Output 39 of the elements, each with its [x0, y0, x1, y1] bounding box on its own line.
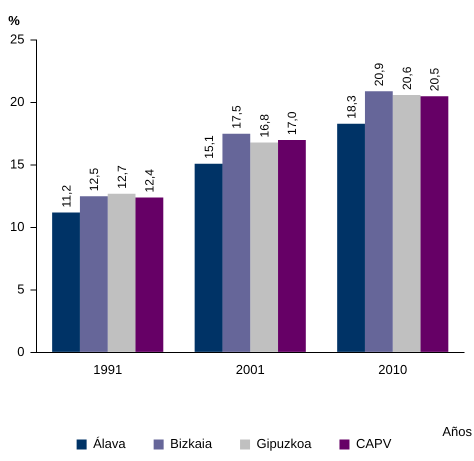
data-label: 20,9: [372, 62, 386, 86]
x-tick-label: 2001: [236, 362, 265, 377]
bar: [337, 124, 365, 352]
bar: [250, 142, 278, 352]
bar: [222, 134, 250, 352]
legend-label: Bizkaia: [170, 436, 213, 452]
data-label: 20,6: [400, 66, 414, 90]
y-tick-label: 25: [10, 32, 24, 47]
bar: [52, 212, 80, 352]
y-axis-title: %: [8, 13, 20, 28]
data-label: 12,7: [114, 165, 129, 189]
bar: [80, 196, 108, 352]
legend-label: CAPV: [356, 436, 392, 452]
data-label: 17,0: [285, 111, 300, 135]
x-axis-title: Años: [442, 424, 472, 440]
data-label: 17,5: [230, 105, 244, 129]
bar: [194, 164, 222, 352]
y-tick-label: 5: [17, 282, 24, 296]
data-label: 11,2: [59, 184, 74, 208]
data-label: 12,4: [142, 168, 157, 192]
bar: [420, 96, 448, 352]
data-label: 15,1: [202, 135, 216, 159]
legend-label: Gipuzkoa: [256, 436, 312, 452]
y-tick-label: 20: [10, 94, 24, 110]
y-tick-label: 15: [10, 156, 24, 172]
y-tick-label: 10: [10, 219, 24, 234]
bar: [392, 94, 421, 352]
data-label: 16,8: [257, 114, 272, 138]
data-label: 20,5: [428, 68, 442, 92]
bar: [136, 197, 164, 352]
bar: [278, 140, 306, 352]
legend-label: Álava: [93, 436, 126, 452]
bar: [108, 194, 136, 352]
bar: [364, 91, 393, 352]
data-label: 12,5: [87, 168, 102, 192]
x-tick-label: 1991: [93, 362, 122, 377]
y-tick-label: 0: [17, 344, 24, 359]
x-tick-label: 2010: [378, 362, 408, 377]
data-label: 18,3: [344, 95, 358, 119]
